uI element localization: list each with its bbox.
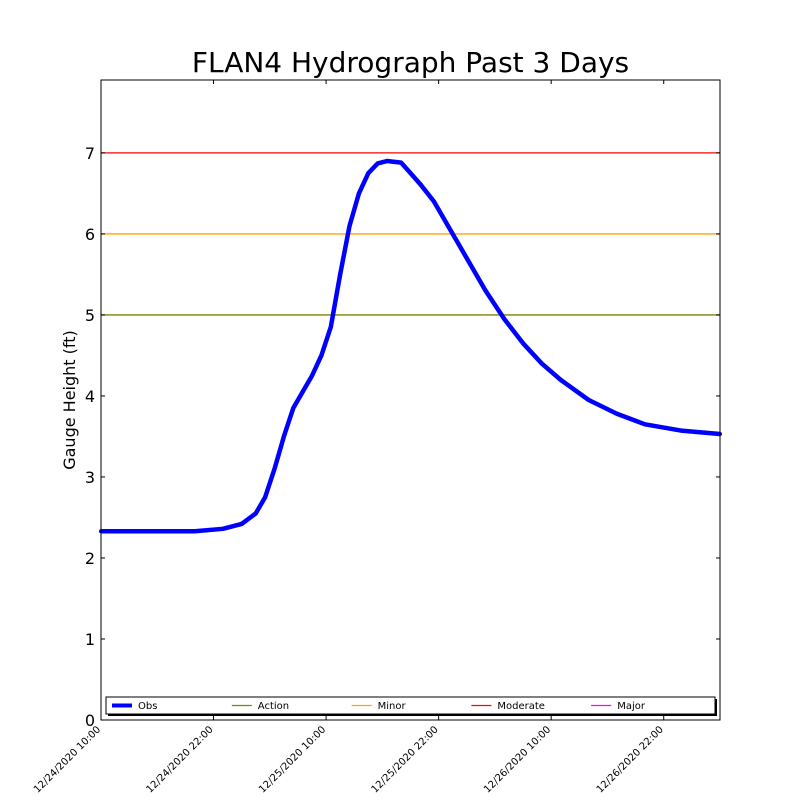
y-tick-label: 4 bbox=[85, 387, 95, 406]
x-tick-label: 12/24/2020 22:00 bbox=[145, 724, 216, 795]
legend-label-minor: Minor bbox=[378, 701, 407, 712]
data-point-obs bbox=[328, 325, 333, 330]
plot-area-frame bbox=[100, 79, 721, 721]
y-tick-label: 1 bbox=[85, 630, 95, 649]
data-point-obs bbox=[680, 428, 685, 433]
legend: Obs Action Minor Moderate Major bbox=[105, 696, 717, 716]
y-tick-label: 5 bbox=[85, 306, 95, 325]
x-tick-label: 12/26/2020 10:00 bbox=[482, 724, 553, 795]
data-point-obs bbox=[385, 159, 390, 164]
legend-label-moderate: Moderate bbox=[497, 701, 545, 712]
data-point-obs bbox=[399, 160, 404, 165]
data-point-obs bbox=[220, 526, 225, 531]
data-point-obs bbox=[338, 272, 343, 277]
data-point-obs bbox=[300, 389, 305, 394]
legend-box bbox=[105, 696, 716, 715]
data-point-obs bbox=[291, 406, 296, 411]
data-point-obs bbox=[539, 361, 544, 366]
data-point-obs bbox=[310, 373, 315, 378]
data-point-obs bbox=[558, 377, 563, 382]
data-point-obs bbox=[408, 171, 413, 176]
data-point-obs bbox=[263, 495, 268, 500]
series-line-obs bbox=[101, 158, 721, 534]
data-point-obs bbox=[483, 288, 488, 293]
data-point-obs bbox=[319, 353, 324, 358]
data-point-obs bbox=[586, 398, 591, 402]
x-tick-label: 12/26/2020 22:00 bbox=[595, 724, 666, 795]
data-point-obs bbox=[431, 199, 436, 204]
x-tick-label: 12/25/2020 22:00 bbox=[370, 724, 441, 795]
legend-label-obs: Obs bbox=[138, 701, 157, 712]
data-point-obs bbox=[356, 191, 361, 196]
series-layer bbox=[99, 158, 722, 534]
x-axis-ticks: 12/24/2020 10:00 12/24/2020 22:00 12/25/20… bbox=[32, 80, 666, 796]
data-point-obs bbox=[155, 529, 160, 534]
data-point-obs bbox=[272, 466, 277, 471]
x-tick-label: 12/24/2020 10:00 bbox=[32, 724, 103, 795]
y-axis-ticks: 0 1 2 3 4 5 6 7 bbox=[85, 144, 720, 730]
data-point-obs bbox=[375, 161, 380, 166]
y-tick-label: 7 bbox=[85, 144, 95, 163]
y-tick-label: 0 bbox=[85, 711, 95, 730]
data-point-obs bbox=[253, 511, 258, 516]
data-point-obs bbox=[446, 223, 451, 228]
data-point-obs bbox=[347, 223, 352, 228]
y-tick-label: 2 bbox=[85, 549, 95, 568]
data-point-obs bbox=[192, 529, 197, 534]
y-tick-label: 3 bbox=[85, 468, 95, 487]
data-point-obs bbox=[281, 434, 286, 439]
data-point-obs bbox=[642, 422, 647, 427]
data-point-obs bbox=[366, 171, 371, 176]
threshold-lines bbox=[101, 152, 720, 316]
y-axis-label: Gauge Height (ft) bbox=[60, 330, 79, 470]
data-point-obs bbox=[417, 181, 422, 186]
legend-label-major: Major bbox=[617, 701, 646, 712]
legend-label-action: Action bbox=[258, 701, 289, 712]
data-point-obs bbox=[502, 316, 507, 321]
data-point-obs bbox=[521, 341, 526, 346]
data-point-obs bbox=[614, 411, 619, 416]
y-tick-label: 6 bbox=[85, 225, 95, 244]
data-point-obs bbox=[239, 521, 244, 526]
data-point-obs bbox=[464, 256, 469, 261]
chart-title: FLAN4 Hydrograph Past 3 Days bbox=[192, 46, 629, 79]
x-tick-label: 12/25/2020 10:00 bbox=[257, 724, 328, 795]
